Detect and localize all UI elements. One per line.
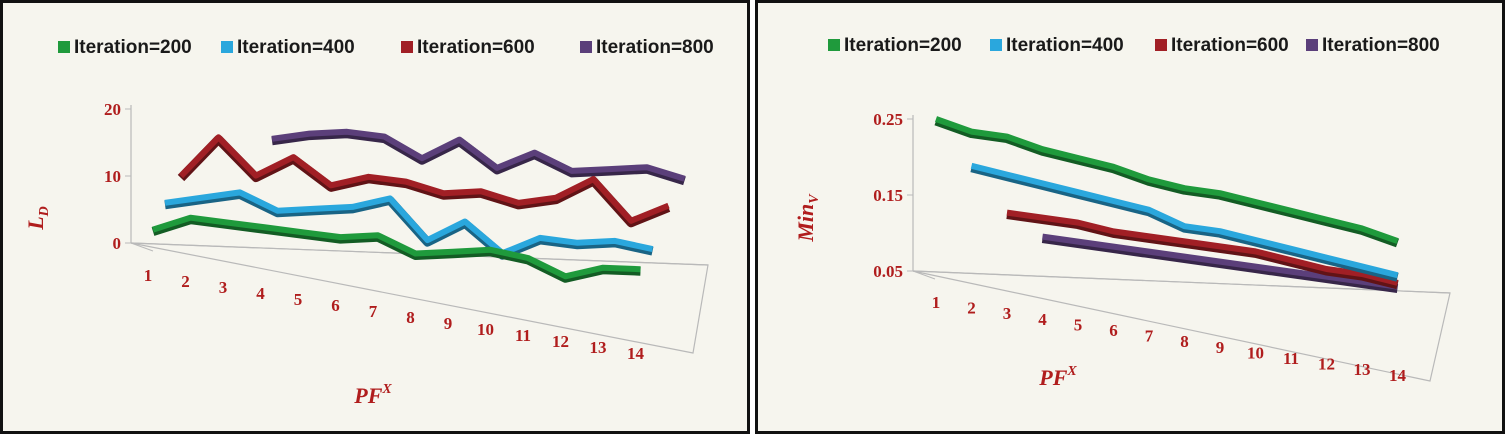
series-line-2 [164, 189, 654, 257]
legend-swatch-2 [990, 39, 1002, 51]
series-line-4 [1042, 233, 1398, 290]
floor-corner [130, 242, 154, 252]
x-axis-title: PFX [353, 382, 392, 408]
x-axis-title: PFX [1038, 364, 1077, 390]
series-line-4 [271, 128, 686, 182]
legend-label-4: Iteration=800 [596, 37, 714, 58]
legend-label-1: Iteration=200 [844, 35, 962, 56]
x-tick-label-8: 8 [1180, 332, 1189, 351]
legend-label-3: Iteration=600 [1171, 35, 1289, 56]
x-tick-label-3: 3 [219, 278, 228, 297]
y-tick-label-3: 20 [104, 100, 121, 119]
x-tick-label-14: 14 [1389, 366, 1407, 385]
floor-outline [912, 270, 1451, 382]
series-line-1 [934, 116, 1399, 244]
legend-swatch-2 [221, 41, 233, 53]
x-tick-label-10: 10 [477, 320, 494, 339]
x-tick-label-3: 3 [1003, 304, 1012, 323]
y-tick-label-2: 10 [104, 167, 121, 186]
series-line-3 [1006, 209, 1399, 286]
legend-swatch-1 [828, 39, 840, 51]
series-line-2 [970, 162, 1399, 279]
y-tick-label-2: 0.15 [873, 186, 903, 205]
x-tick-label-11: 11 [1283, 349, 1299, 368]
legend-label-1: Iteration=200 [74, 37, 192, 58]
left-chart-panel: Iteration=200 Iteration=400 Iteration=600 I… [0, 0, 750, 434]
x-tick-label-1: 1 [144, 266, 153, 285]
x-tick-label-10: 10 [1247, 343, 1264, 362]
x-tick-label-4: 4 [256, 284, 265, 303]
x-tick-label-8: 8 [406, 308, 415, 327]
y-axis-title: LD [23, 206, 52, 231]
series-shadow-1 [151, 215, 641, 283]
y-tick-label-1: 0.05 [873, 262, 903, 281]
right-chart-panel: Iteration=200 Iteration=400 Iteration=600 I… [755, 0, 1505, 434]
x-tick-label-13: 13 [590, 338, 607, 357]
legend-label-4: Iteration=800 [1322, 35, 1440, 56]
x-axis-title-superscript: X [381, 382, 392, 397]
x-tick-label-9: 9 [1216, 338, 1225, 357]
legend-swatch-3 [401, 41, 413, 53]
y-tick-label-1: 0 [113, 234, 122, 253]
legend-swatch-3 [1155, 39, 1167, 51]
x-tick-label-1: 1 [932, 293, 941, 312]
x-tick-label-4: 4 [1038, 310, 1047, 329]
series-line-1 [152, 214, 641, 280]
y-axis-title-subscript: V [807, 193, 822, 204]
x-tick-label-11: 11 [515, 326, 531, 345]
floor-corner [912, 270, 936, 280]
x-tick-label-12: 12 [1318, 355, 1335, 374]
x-axis-title-superscript: X [1066, 364, 1077, 379]
x-tick-label-13: 13 [1354, 360, 1371, 379]
legend-label-2: Iteration=400 [1006, 35, 1124, 56]
x-tick-label-9: 9 [444, 314, 453, 333]
legend-label-2: Iteration=400 [237, 37, 355, 58]
legend-label-3: Iteration=600 [417, 37, 535, 58]
x-tick-label-6: 6 [1109, 321, 1118, 340]
right-chart: Iteration=200 Iteration=400 Iteration=600 I… [793, 35, 1451, 390]
legend-swatch-4 [1306, 39, 1318, 51]
x-tick-label-2: 2 [967, 299, 976, 318]
x-tick-label-7: 7 [1145, 327, 1154, 346]
y-tick-label-3: 0.25 [873, 110, 903, 129]
x-tick-label-6: 6 [331, 296, 340, 315]
x-tick-label-2: 2 [181, 272, 190, 291]
x-tick-label-5: 5 [294, 290, 303, 309]
x-tick-label-12: 12 [552, 332, 569, 351]
legend-swatch-1 [58, 41, 70, 53]
y-axis-title-subscript: D [37, 206, 52, 217]
series-line-3 [178, 134, 670, 224]
y-axis-title: MinV [793, 193, 822, 243]
x-tick-label-5: 5 [1074, 315, 1083, 334]
legend-swatch-4 [580, 41, 592, 53]
x-tick-label-14: 14 [627, 344, 645, 363]
left-chart: Iteration=200 Iteration=400 Iteration=600 I… [23, 37, 714, 408]
x-tick-label-7: 7 [369, 302, 378, 321]
